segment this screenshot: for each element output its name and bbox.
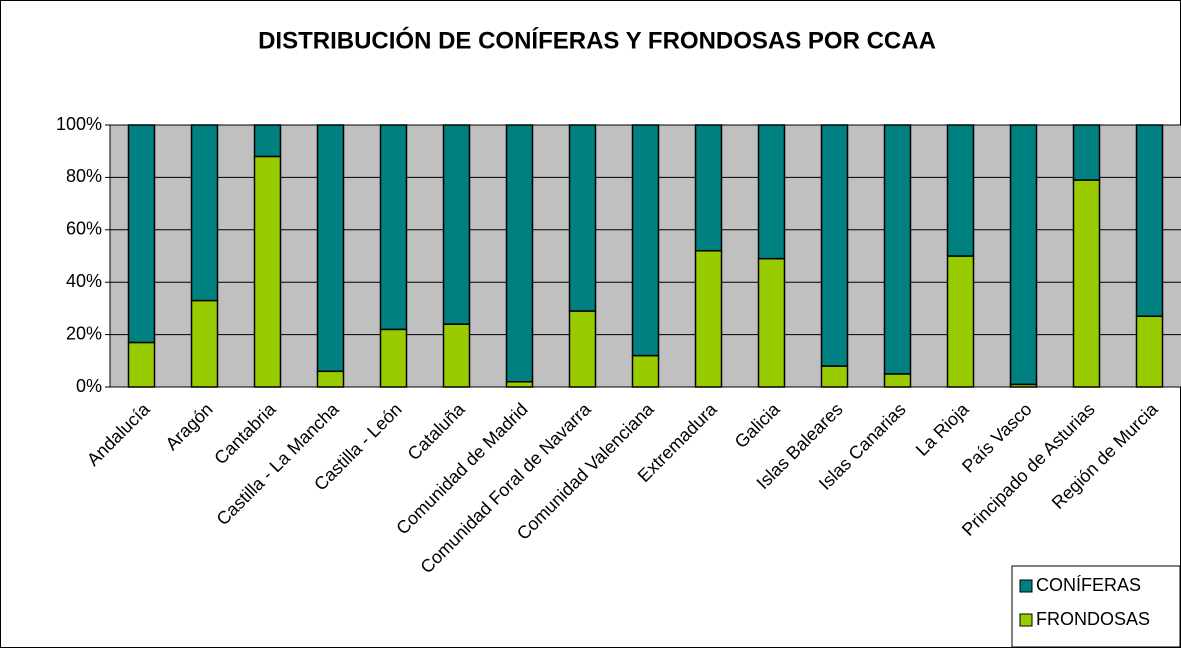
bar-segment bbox=[127, 124, 156, 344]
y-tick-label: 60% bbox=[66, 219, 102, 239]
legend-label: FRONDOSAS bbox=[1036, 609, 1150, 629]
bar-segment bbox=[379, 328, 408, 388]
bar-segment bbox=[1135, 315, 1164, 388]
bar-segment bbox=[1135, 124, 1164, 318]
bar-segment bbox=[883, 124, 912, 375]
bar-segment bbox=[442, 124, 471, 325]
bar-segment bbox=[820, 124, 849, 367]
bar-segment bbox=[1009, 124, 1038, 386]
y-tick-label: 80% bbox=[66, 166, 102, 186]
bar-segment bbox=[694, 250, 723, 388]
y-tick-label: 40% bbox=[66, 271, 102, 291]
bar-segment bbox=[190, 299, 219, 388]
bar-segment bbox=[316, 370, 345, 388]
bar-segment bbox=[379, 124, 408, 331]
bar-segment bbox=[190, 124, 219, 302]
bar-segment bbox=[1072, 124, 1101, 181]
bar-segment bbox=[946, 124, 975, 257]
bar-segment bbox=[946, 255, 975, 388]
bar-segment bbox=[253, 124, 282, 158]
bar-segment bbox=[757, 124, 786, 260]
legend-swatch bbox=[1019, 579, 1033, 593]
legend-label: CONÍFERAS bbox=[1036, 575, 1141, 595]
bar-segment bbox=[316, 124, 345, 373]
bar-segment bbox=[1072, 179, 1101, 388]
bar-segment bbox=[631, 124, 660, 357]
bar-segment bbox=[505, 381, 534, 388]
bar-segment bbox=[505, 124, 534, 383]
y-tick-label: 100% bbox=[56, 114, 102, 134]
bar-segment bbox=[694, 124, 723, 252]
bar-segment bbox=[631, 354, 660, 388]
bar-segment bbox=[820, 365, 849, 388]
legend-swatch bbox=[1019, 613, 1033, 627]
bar-segment bbox=[127, 341, 156, 388]
y-tick-label: 0% bbox=[76, 376, 102, 396]
bar-segment bbox=[253, 155, 282, 388]
chart-title: DISTRIBUCIÓN DE CONÍFERAS Y FRONDOSAS PO… bbox=[258, 26, 936, 54]
bar-segment bbox=[883, 373, 912, 388]
bar-segment bbox=[442, 323, 471, 388]
y-tick-label: 20% bbox=[66, 323, 102, 343]
bar-segment bbox=[757, 257, 786, 388]
bar-segment bbox=[568, 310, 597, 388]
bar-segment bbox=[568, 124, 597, 312]
legend-box bbox=[1011, 565, 1181, 648]
